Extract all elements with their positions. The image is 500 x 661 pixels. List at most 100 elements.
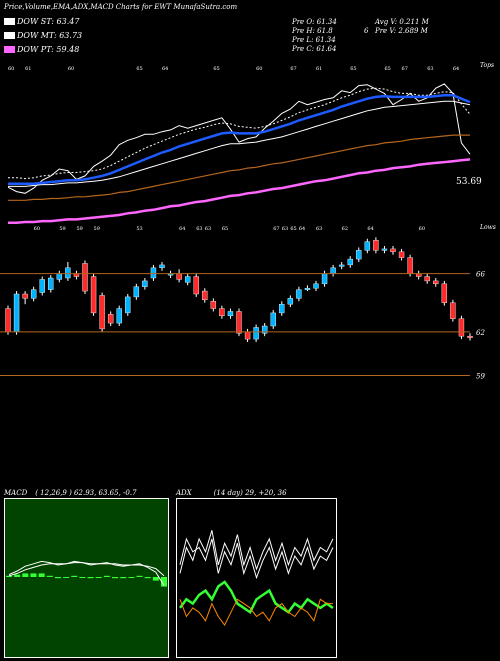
legend-dow-pt: DOW PT: 59.48: [4, 45, 79, 54]
top-date-tick: 65: [213, 66, 219, 72]
low-date-tick: 63: [196, 226, 202, 232]
candle-body: [373, 239, 379, 251]
candle-body: [56, 273, 63, 280]
candle-body: [5, 308, 11, 333]
ref-line-label-1: 62: [476, 329, 485, 337]
candle-body: [433, 280, 439, 285]
legend-swatch-st: [4, 18, 15, 25]
candle-body: [458, 318, 465, 337]
candle-body: [261, 325, 268, 334]
macd-histogram-bar: [87, 577, 94, 579]
candle-body: [184, 276, 191, 283]
legend-label-st: DOW ST: 63.47: [17, 17, 80, 26]
macd-histogram-bar: [63, 577, 70, 578]
candle-body: [150, 267, 157, 279]
macd-line-1: [8, 562, 165, 577]
candle-body: [159, 264, 165, 269]
candle-body: [407, 257, 413, 274]
pre-open: Pre O: 61.34: [292, 18, 337, 26]
top-date-tick: 61: [25, 66, 31, 72]
low-date-tick: 59: [59, 226, 65, 232]
avg-volume: Avg V: 0.211 M: [375, 18, 429, 26]
macd-histogram-bar: [95, 577, 102, 578]
adx-line-1: [179, 537, 334, 580]
top-date-tick: 60: [256, 66, 262, 72]
candle-body: [270, 312, 276, 327]
candle-body: [313, 283, 319, 289]
macd-values: ( 12,26,9 ) 62.93, 63.65, -0.7: [35, 489, 137, 497]
macd-histogram-bar: [14, 574, 21, 577]
low-date-tick: 60: [34, 226, 40, 232]
adx-chart: [178, 530, 334, 627]
macd-title: MACD( 12,26,9 ) 62.93, 63.65, -0.7: [4, 489, 137, 497]
top-date-tick: 63: [427, 66, 433, 72]
candle-body: [244, 331, 251, 340]
candle-body: [296, 289, 302, 299]
top-date-tick: 64: [453, 66, 459, 72]
top-date-tick: 67: [290, 66, 296, 72]
candle-body: [22, 293, 28, 299]
adx-line-2: [178, 580, 334, 615]
candle-body: [287, 298, 294, 305]
candle-body: [236, 311, 242, 334]
candle-body: [356, 250, 362, 260]
ema-series-1: [8, 87, 471, 180]
macd-histogram-bar: [128, 577, 135, 578]
top-date-tick: 60: [68, 66, 74, 72]
candle-body: [210, 301, 217, 309]
pre-low: Pre L: 61.34: [292, 36, 336, 44]
adx-title: ADX (14 day) 29, +20, 36: [176, 489, 287, 497]
candle-body: [321, 273, 328, 285]
pre-high: Pre H: 61.8: [292, 27, 333, 35]
macd-histogram-bar: [46, 575, 53, 577]
candle-body: [13, 293, 20, 333]
macd-histogram-bar: [79, 577, 86, 578]
low-date-tick: 53: [136, 226, 142, 232]
candle-body: [467, 335, 473, 338]
candle-body: [48, 277, 54, 290]
candle-body: [30, 289, 37, 299]
macd-histogram-bar: [6, 575, 12, 577]
candle-body: [330, 267, 336, 274]
candle-body: [193, 276, 199, 295]
ema-series-5: [8, 158, 471, 225]
macd-histogram-bar: [112, 577, 119, 579]
legend-swatch-mt: [4, 32, 15, 39]
legend-dow-mt: DOW MT: 63.73: [4, 31, 82, 40]
candle-body: [390, 248, 396, 253]
low-date-tick: 64: [179, 226, 185, 232]
candle-body: [90, 276, 97, 314]
candle-body: [450, 302, 456, 319]
macd-line-0: [8, 560, 165, 586]
ref-line-label-0: 66: [476, 271, 485, 279]
ema-series-0: [7, 83, 471, 194]
low-date-tick: 63: [205, 226, 211, 232]
ema-lines: [7, 83, 471, 225]
candle-body: [347, 258, 353, 266]
macd-histogram-bar: [38, 573, 45, 577]
macd-histogram-bar: [120, 577, 127, 579]
legend-label-mt: DOW MT: 63.73: [17, 31, 83, 40]
candle-body: [39, 279, 45, 293]
macd-histogram-bar: [152, 577, 159, 581]
low-date-tick: 59: [76, 226, 82, 232]
top-date-tick: 65: [136, 66, 142, 72]
lows-label: Lows: [479, 224, 496, 231]
candle-body: [133, 286, 140, 298]
macd-histogram-bar: [144, 577, 151, 579]
adx-panel: [176, 498, 337, 658]
low-date-tick: 67: [273, 226, 279, 232]
ema-series-4: [8, 134, 470, 201]
ema-series-2: [8, 100, 471, 187]
macd-histogram-bar: [136, 575, 143, 577]
top-date-tick: 64: [162, 66, 168, 72]
candle-body: [398, 251, 405, 258]
candle-body: [279, 303, 285, 314]
candle-body: [125, 296, 131, 314]
legend-swatch-pt: [4, 46, 15, 53]
adx-line-0: [179, 530, 334, 574]
candle-body: [441, 283, 448, 303]
legend-dow-st: DOW ST: 63.47: [4, 17, 79, 26]
